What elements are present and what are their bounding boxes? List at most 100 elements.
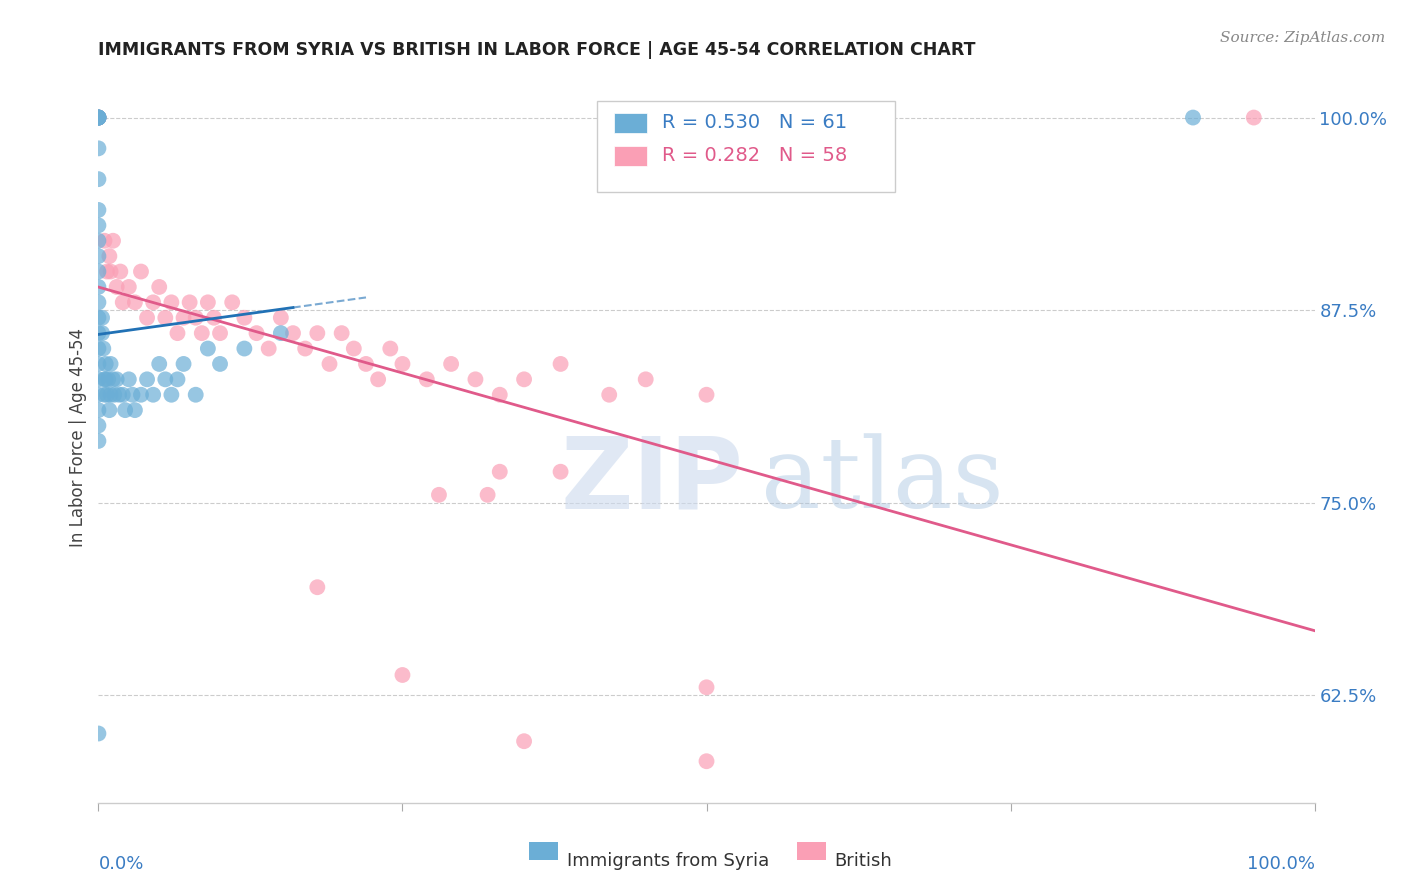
Point	[93, 372, 115, 386]
Point	[307, 580, 329, 594]
Point	[87, 342, 110, 356]
Point	[513, 372, 536, 386]
Point	[634, 372, 657, 386]
FancyBboxPatch shape	[797, 842, 825, 860]
Point	[550, 357, 572, 371]
Point	[160, 295, 183, 310]
FancyBboxPatch shape	[598, 101, 896, 192]
Point	[354, 357, 377, 371]
Point	[111, 295, 134, 310]
Point	[367, 372, 389, 386]
Text: Source: ZipAtlas.com: Source: ZipAtlas.com	[1219, 31, 1385, 45]
Point	[87, 264, 110, 278]
Point	[318, 357, 340, 371]
Point	[281, 326, 304, 340]
Point	[100, 357, 122, 371]
Point	[94, 372, 117, 386]
Point	[87, 111, 110, 125]
Text: atlas: atlas	[761, 434, 1004, 529]
Point	[598, 388, 620, 402]
Point	[101, 234, 124, 248]
Text: IMMIGRANTS FROM SYRIA VS BRITISH IN LABOR FORCE | AGE 45-54 CORRELATION CHART: IMMIGRANTS FROM SYRIA VS BRITISH IN LABO…	[98, 41, 976, 59]
Point	[105, 280, 128, 294]
Point	[87, 388, 110, 402]
Point	[233, 310, 256, 325]
Point	[103, 388, 125, 402]
Point	[488, 388, 510, 402]
Point	[184, 310, 207, 325]
Point	[173, 357, 195, 371]
Point	[93, 234, 115, 248]
Point	[110, 264, 132, 278]
Text: 0.0%: 0.0%	[98, 855, 143, 873]
Point	[87, 111, 110, 125]
Point	[270, 326, 292, 340]
Point	[91, 310, 114, 325]
Point	[124, 403, 146, 417]
Point	[129, 388, 152, 402]
Point	[245, 326, 267, 340]
Point	[1243, 111, 1265, 125]
Point	[270, 310, 292, 325]
Point	[87, 111, 110, 125]
Point	[221, 295, 243, 310]
Point	[87, 434, 110, 448]
Text: ZIP: ZIP	[561, 433, 744, 530]
Point	[550, 465, 572, 479]
Point	[87, 418, 110, 433]
Point	[87, 111, 110, 125]
Point	[1182, 111, 1205, 125]
Point	[343, 342, 366, 356]
Point	[87, 202, 110, 217]
Point	[184, 388, 207, 402]
Point	[197, 342, 219, 356]
Point	[142, 388, 165, 402]
Point	[105, 372, 128, 386]
Point	[96, 264, 118, 278]
Point	[179, 295, 201, 310]
Point	[91, 342, 114, 356]
Point	[98, 403, 121, 417]
FancyBboxPatch shape	[529, 842, 558, 860]
Point	[330, 326, 353, 340]
Point	[87, 357, 110, 371]
Point	[87, 280, 110, 294]
Point	[696, 754, 718, 768]
Point	[111, 388, 134, 402]
Point	[124, 295, 146, 310]
Point	[100, 388, 122, 402]
Point	[307, 326, 329, 340]
Point	[118, 280, 141, 294]
Point	[391, 668, 413, 682]
Point	[464, 372, 486, 386]
Point	[94, 357, 117, 371]
Point	[118, 372, 141, 386]
Point	[148, 280, 170, 294]
Point	[427, 488, 450, 502]
Point	[136, 310, 159, 325]
Point	[166, 372, 188, 386]
Point	[87, 111, 110, 125]
Text: R = 0.282   N = 58: R = 0.282 N = 58	[661, 146, 846, 165]
Point	[108, 388, 131, 402]
Y-axis label: In Labor Force | Age 45-54: In Labor Force | Age 45-54	[69, 327, 87, 547]
Point	[87, 295, 110, 310]
Point	[440, 357, 463, 371]
Point	[91, 326, 114, 340]
Text: Immigrants from Syria: Immigrants from Syria	[567, 852, 769, 870]
Point	[380, 342, 402, 356]
Point	[166, 326, 188, 340]
Point	[155, 310, 177, 325]
Point	[173, 310, 195, 325]
Point	[209, 357, 232, 371]
Point	[87, 111, 110, 125]
FancyBboxPatch shape	[614, 113, 647, 133]
Point	[93, 388, 115, 402]
Point	[197, 295, 219, 310]
Point	[87, 234, 110, 248]
Point	[114, 403, 136, 417]
Point	[87, 111, 110, 125]
Point	[513, 734, 536, 748]
Point	[416, 372, 439, 386]
Point	[101, 372, 124, 386]
